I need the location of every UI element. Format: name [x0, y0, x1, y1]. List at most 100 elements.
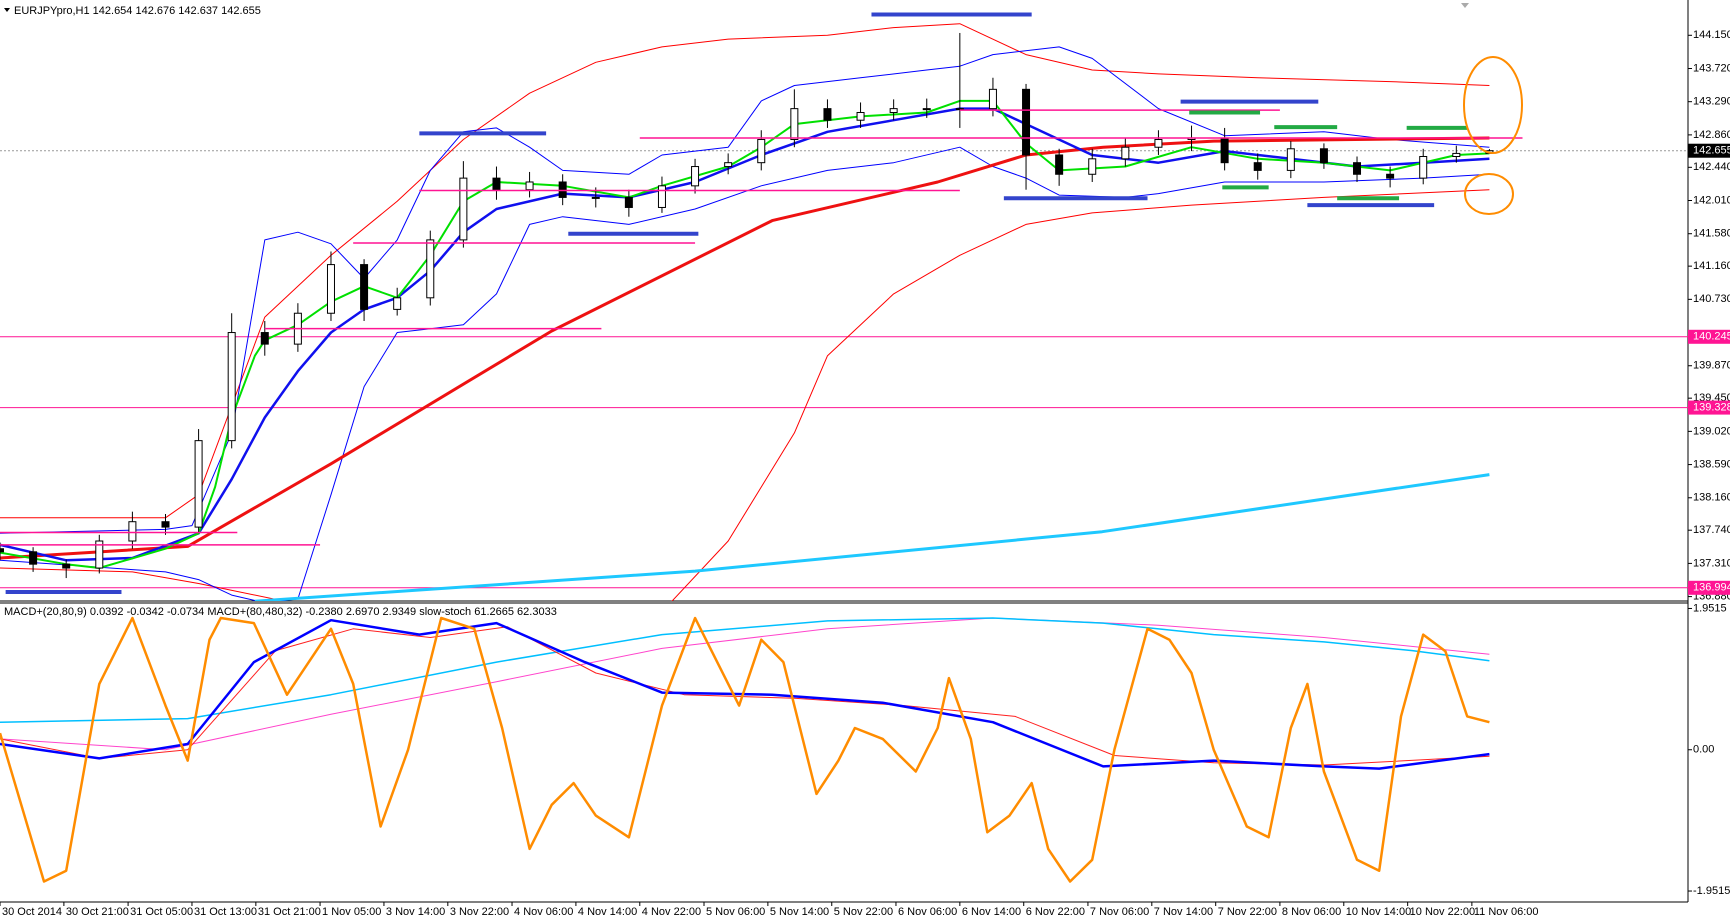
- x-tick-label: 31 Oct 13:00: [194, 906, 257, 918]
- candle-body: [1088, 158, 1097, 175]
- indicator-line: [254, 473, 1490, 601]
- y-tick-label: 0.00: [1693, 744, 1714, 756]
- x-tick-label: 11 Nov 06:00: [1474, 906, 1539, 918]
- level-label: 139.328: [1693, 401, 1730, 413]
- x-tick-label: 5 Nov 06:00: [706, 906, 765, 918]
- last-price-label: 142.655: [1693, 145, 1730, 157]
- x-tick-label: 30 Oct 2014: [2, 906, 62, 918]
- x-tick-label: 7 Nov 22:00: [1218, 906, 1277, 918]
- candle-body: [1386, 173, 1395, 179]
- x-tick-label: 4 Nov 22:00: [642, 906, 701, 918]
- shift-marker: [1461, 3, 1469, 8]
- indicator-line: [0, 46, 1490, 534]
- candle-body: [326, 264, 335, 314]
- level-label-bg: [1688, 580, 1730, 595]
- candle-body: [1022, 88, 1031, 156]
- candle-body: [1121, 146, 1130, 160]
- indicator-line: [0, 616, 1490, 883]
- x-tick-label: 3 Nov 22:00: [450, 906, 509, 918]
- candle-body: [393, 297, 402, 310]
- y-tick-label: -1.9515: [1693, 885, 1730, 897]
- y-tick-label: 138.590: [1693, 458, 1730, 470]
- x-tick-label: 10 Nov 22:00: [1410, 906, 1475, 918]
- indicator-line: [0, 617, 1490, 751]
- x-tick-label: 5 Nov 14:00: [770, 906, 829, 918]
- candle-body: [823, 108, 832, 121]
- candle-body: [161, 521, 170, 528]
- y-tick-label: 138.160: [1693, 492, 1730, 504]
- annotation-ellipse: [1463, 56, 1523, 154]
- x-tick-label: 1 Nov 05:00: [322, 906, 381, 918]
- indicator-line: [0, 23, 1490, 519]
- level-label: 136.994: [1693, 582, 1730, 594]
- x-tick-label: 7 Nov 14:00: [1154, 906, 1213, 918]
- y-tick-label: 144.150: [1693, 29, 1730, 41]
- y-tick-label: 137.740: [1693, 524, 1730, 536]
- candle-body: [492, 177, 501, 191]
- candle-body: [591, 196, 600, 199]
- x-tick-label: 7 Nov 06:00: [1090, 906, 1149, 918]
- candle-body: [922, 108, 931, 111]
- indicator-line: [0, 617, 1490, 723]
- y-tick-label: 141.160: [1693, 260, 1730, 272]
- y-tick-label: 140.730: [1693, 293, 1730, 305]
- candle-body: [194, 440, 203, 528]
- candle-body: [1452, 152, 1461, 158]
- candle-body: [227, 332, 236, 442]
- indicator-title: MACD+(20,80,9) 0.0392 -0.0342 -0.0734 MA…: [4, 606, 557, 618]
- x-tick-label: 8 Nov 06:00: [1282, 906, 1341, 918]
- x-tick-label: 3 Nov 14:00: [386, 906, 445, 918]
- x-tick-label: 30 Oct 21:00: [66, 906, 129, 918]
- candle-body: [1220, 137, 1229, 164]
- candle-body: [1253, 162, 1262, 171]
- indicator-pane: [0, 616, 1490, 883]
- candle-body: [856, 111, 865, 121]
- y-tick-label: 139.020: [1693, 425, 1730, 437]
- y-tick-label: 142.010: [1693, 194, 1730, 206]
- y-tick-label: 142.440: [1693, 161, 1730, 173]
- y-tick-label: 1.9515: [1693, 602, 1727, 614]
- x-tick-label: 31 Oct 21:00: [258, 906, 321, 918]
- y-tick-label: 143.290: [1693, 96, 1730, 108]
- indicator-line: [0, 618, 1490, 770]
- candle-body: [1319, 148, 1328, 164]
- candle-body: [128, 521, 137, 542]
- menu-arrow: [4, 8, 10, 12]
- x-tick-label: 10 Nov 14:00: [1346, 906, 1411, 918]
- candle-body: [624, 196, 633, 208]
- candle-body: [525, 181, 534, 191]
- candle-body: [889, 108, 898, 113]
- x-tick-label: 6 Nov 14:00: [962, 906, 1021, 918]
- candle-body: [1419, 156, 1428, 179]
- x-tick-label: 31 Oct 05:00: [130, 906, 193, 918]
- candle-body: [691, 166, 700, 187]
- x-tick-label: 5 Nov 22:00: [834, 906, 893, 918]
- candle-body: [0, 548, 4, 553]
- level-label: 140.245: [1693, 331, 1730, 343]
- candle-body: [757, 139, 766, 164]
- candle-body: [29, 551, 38, 565]
- candle-body: [459, 177, 468, 241]
- y-tick-label: 137.310: [1693, 557, 1730, 569]
- y-tick-label: 143.720: [1693, 62, 1730, 74]
- candle-body: [426, 239, 435, 299]
- candle-body: [260, 332, 269, 345]
- candle-body: [360, 264, 369, 310]
- y-tick-label: 139.870: [1693, 360, 1730, 372]
- last-price-bg: [1688, 143, 1730, 158]
- x-tick-label: 4 Nov 14:00: [578, 906, 637, 918]
- candle-body: [62, 563, 71, 569]
- x-tick-label: 6 Nov 06:00: [898, 906, 957, 918]
- candle-body: [1154, 139, 1163, 148]
- candle-body: [790, 108, 799, 141]
- level-label-bg: [1688, 329, 1730, 344]
- x-tick-label: 4 Nov 06:00: [514, 906, 573, 918]
- candle-body: [1055, 154, 1064, 175]
- candle-body: [1286, 148, 1295, 171]
- candle-body: [1353, 162, 1362, 175]
- candle-body: [558, 181, 567, 198]
- level-label-bg: [1688, 400, 1730, 415]
